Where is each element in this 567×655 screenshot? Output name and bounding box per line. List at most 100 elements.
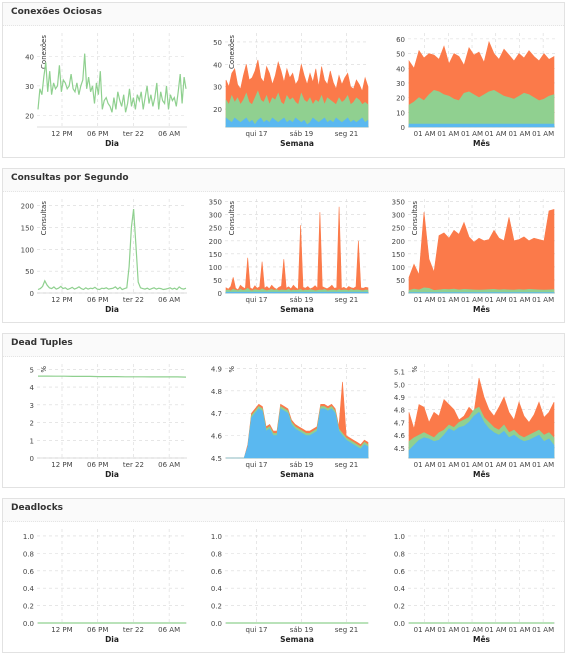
x-tick-label: 01 AM [485,461,507,469]
y-tick-label: 0 [401,124,405,132]
x-tick-label: 06 PM [87,296,108,304]
y-axis-label: % [40,366,48,373]
x-tick-label: 01 AM [508,461,530,469]
x-tick-label: 01 AM [414,130,436,138]
chart-3-2: 0.00.20.40.60.81.001 AM 01 AM 01 AM 01 AM 01… [394,529,555,644]
x-tick-label: ter 22 [123,461,144,469]
x-tick-label: 01 AM [485,296,507,304]
x-tick-label: 01 AM [461,626,483,634]
y-axis-label: Consultas [40,201,48,236]
panel-conexoes-ociosas: Conexões Ociosas 20 30 40 12 PM 06 PM ter 22 0… [2,2,565,158]
y-tick-label: 0.4 [394,585,406,593]
chart-2-1: 4.5 4.6 4.7 4.8 4.9 qui 17 sáb 19 seg 21 Semana% [211,364,369,479]
x-tick-label: 01 AM [532,461,554,469]
x-tick-label: 01 AM [414,626,436,634]
y-tick-label: 4.5 [394,445,405,453]
x-axis-label: Dia [105,635,119,644]
y-tick-label: 1.0 [23,533,34,541]
x-axis-label: Semana [280,139,314,148]
y-tick-label: 100 [209,264,222,272]
y-tick-label: 0.2 [394,603,405,611]
x-tick-label: 01 AM [437,296,459,304]
y-tick-label: 200 [21,203,34,211]
y-tick-label: 4.7 [394,419,405,427]
x-tick-label: 01 AM [508,626,530,634]
panel-title: Consultas por Segundo [11,173,129,183]
x-tick-label: 01 AM [485,130,507,138]
x-axis-label: Dia [105,470,119,479]
y-tick-label: 20 [396,95,405,103]
y-tick-label: 0.0 [23,620,34,628]
y-tick-label: 300 [392,212,405,220]
y-tick-label: 2 [30,420,34,428]
x-tick-label: seg 21 [335,461,359,469]
chart-1-0: 0 50 100 150 200 12 PM 06 PM ter 22 06 AM Dia Cons… [21,199,187,314]
x-tick-label: sáb 19 [290,130,314,138]
y-tick-label: 0.2 [211,603,222,611]
x-tick-label: 06 AM [158,296,180,304]
x-tick-label: 12 PM [51,626,72,634]
x-axis-label: Dia [105,139,119,148]
series-area [226,408,369,459]
x-tick-label: qui 17 [246,461,268,469]
y-tick-label: 5.0 [394,381,405,389]
y-tick-label: 0 [30,455,34,463]
x-tick-label: 12 PM [51,296,72,304]
chart-0-1: 20 30 40 50 qui 17 sáb 19 seg 21 Semana Conexões [213,33,369,148]
x-tick-label: 01 AM [437,130,459,138]
y-tick-label: 200 [392,238,405,246]
y-tick-label: 5 [30,366,34,374]
series-area [408,89,555,128]
y-tick-label: 4.6 [211,433,223,441]
y-tick-label: 4.8 [211,388,222,396]
x-axis-label: Semana [280,305,314,314]
y-tick-label: 0.8 [394,550,405,558]
x-tick-label: 01 AM [508,130,530,138]
y-tick-label: 4.9 [211,365,222,373]
panel-title: Dead Tuples [11,338,73,348]
series-area [408,123,555,128]
y-tick-label: 0.0 [394,620,405,628]
x-tick-label: seg 21 [335,130,359,138]
y-axis-label: Consultas [411,201,419,236]
series-area [408,287,555,294]
x-axis-label: Mês [473,470,491,479]
chart-3-1: 0.0 0.2 0.4 0.6 0.8 1.0 qui 17 sáb 19 seg 21 Sema… [211,529,369,644]
y-tick-label: 150 [392,251,405,259]
y-tick-label: 250 [392,225,405,233]
x-axis-label: Dia [105,305,119,314]
y-tick-label: 350 [209,199,222,207]
x-tick-label: 01 AM [437,626,459,634]
x-axis-label: Mês [473,635,491,644]
x-tick-label: 06 PM [87,626,108,634]
y-tick-label: 150 [21,224,34,232]
series-area [408,292,555,294]
panel-title: Deadlocks [11,503,64,513]
y-tick-label: 350 [392,199,405,207]
chart-2-0: 0 1 2 3 4 5 12 PM 06 PM ter 22 06 AM Dia% [30,364,187,479]
x-tick-label: 01 AM [532,130,554,138]
y-tick-label: 0.8 [23,550,34,558]
y-tick-label: 0.6 [394,568,406,576]
x-tick-label: 12 PM [51,130,72,138]
series-line [38,375,187,378]
x-tick-label: 01 AM [461,130,483,138]
y-tick-label: 30 [25,83,34,91]
y-tick-label: 10 [396,109,405,117]
x-tick-label: 06 AM [158,461,180,469]
y-tick-label: 50 [213,39,222,47]
panel-header: Consultas por Segundo [3,169,564,192]
chart-2-2: 4.54.64.74.84.95.05.101 AM 01 AM 01 AM 01 A… [394,364,555,479]
y-tick-label: 100 [21,246,34,254]
x-tick-label: 01 AM [414,296,436,304]
panel-header: Dead Tuples [3,334,564,357]
y-tick-label: 40 [25,54,34,62]
x-axis-label: Mês [473,139,491,148]
x-tick-label: seg 21 [335,626,359,634]
panel-header: Deadlocks [3,499,564,522]
y-tick-label: 0.2 [23,603,34,611]
series-area [225,291,369,294]
x-tick-label: 01 AM [461,296,483,304]
y-tick-label: 30 [396,80,405,88]
